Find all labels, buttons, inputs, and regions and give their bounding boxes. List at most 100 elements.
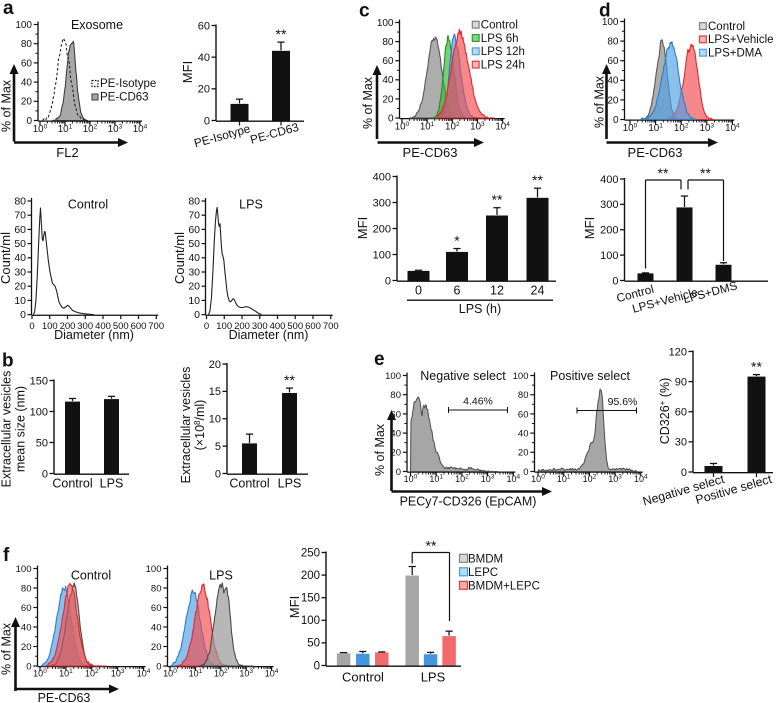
- svg-text:mean size (nm): mean size (nm): [14, 386, 28, 472]
- svg-text:LPS 24h: LPS 24h: [481, 59, 525, 71]
- svg-text:Extracellular vesicles: Extracellular vesicles: [179, 367, 193, 484]
- svg-text:0: 0: [612, 275, 618, 287]
- svg-text:LPS: LPS: [100, 477, 124, 491]
- svg-text:LPS+Vehicle: LPS+Vehicle: [708, 34, 774, 46]
- svg-text:Diameter (nm): Diameter (nm): [54, 328, 134, 342]
- svg-text:c: c: [359, 1, 370, 22]
- svg-text:f: f: [3, 545, 10, 566]
- svg-text:40: 40: [518, 429, 529, 440]
- svg-text:200: 200: [234, 321, 250, 332]
- svg-text:Control: Control: [229, 477, 269, 491]
- svg-text:100: 100: [301, 615, 320, 627]
- svg-text:20: 20: [382, 94, 394, 105]
- svg-text:250: 250: [301, 547, 320, 559]
- svg-text:60: 60: [151, 603, 162, 614]
- svg-text:20: 20: [21, 97, 33, 108]
- svg-text:60: 60: [390, 409, 401, 420]
- svg-text:700: 700: [148, 321, 164, 332]
- svg-text:60: 60: [607, 56, 619, 67]
- svg-text:0: 0: [385, 275, 391, 287]
- svg-text:104: 104: [506, 474, 520, 484]
- svg-text:40: 40: [188, 252, 200, 264]
- svg-text:LPS: LPS: [239, 198, 263, 212]
- svg-text:PE-Isotype: PE-Isotype: [100, 78, 156, 90]
- svg-text:101: 101: [420, 121, 435, 133]
- svg-text:MFI: MFI: [180, 61, 195, 83]
- svg-text:PE-CD63: PE-CD63: [38, 691, 91, 703]
- svg-text:**: **: [700, 165, 711, 181]
- svg-text:0: 0: [314, 660, 320, 672]
- svg-text:0: 0: [415, 284, 422, 298]
- svg-text:101: 101: [557, 474, 571, 484]
- svg-text:MFI: MFI: [287, 596, 302, 618]
- svg-text:80: 80: [607, 37, 619, 48]
- svg-text:30: 30: [675, 437, 687, 449]
- svg-text:CD326+ (%): CD326+ (%): [658, 378, 672, 445]
- svg-text:101: 101: [648, 122, 663, 134]
- svg-text:102: 102: [583, 474, 597, 484]
- svg-text:LPS 6h: LPS 6h: [481, 33, 519, 45]
- svg-text:MFI: MFI: [582, 217, 597, 239]
- svg-text:200: 200: [600, 225, 618, 237]
- svg-text:100: 100: [33, 123, 48, 135]
- svg-text:d: d: [599, 1, 611, 22]
- svg-text:% of Max: % of Max: [0, 79, 14, 132]
- svg-text:6: 6: [454, 284, 461, 298]
- svg-text:% of Max: % of Max: [0, 622, 14, 675]
- svg-text:60: 60: [21, 603, 32, 614]
- svg-text:102: 102: [674, 122, 689, 134]
- svg-text:(×108/ml): (×108/ml): [193, 400, 207, 451]
- svg-text:**: **: [751, 359, 762, 375]
- svg-text:200: 200: [373, 223, 391, 235]
- svg-text:Control: Control: [68, 198, 108, 212]
- svg-text:e: e: [374, 349, 385, 370]
- svg-text:0: 0: [42, 468, 48, 480]
- svg-text:**: **: [276, 26, 287, 42]
- svg-text:LPS+DMA: LPS+DMA: [708, 48, 762, 60]
- svg-text:0: 0: [26, 116, 32, 127]
- svg-text:80: 80: [382, 37, 394, 48]
- svg-text:100: 100: [30, 406, 48, 418]
- svg-text:104: 104: [634, 474, 648, 484]
- svg-text:150: 150: [30, 375, 48, 387]
- svg-text:300: 300: [373, 197, 391, 209]
- svg-text:20: 20: [14, 281, 26, 293]
- svg-text:50: 50: [307, 638, 320, 650]
- svg-text:100: 100: [16, 564, 32, 575]
- svg-text:400: 400: [373, 171, 391, 183]
- svg-text:LPS: LPS: [209, 569, 233, 583]
- svg-text:102: 102: [83, 123, 98, 135]
- svg-text:% of Max: % of Max: [373, 423, 387, 476]
- svg-text:Negative select: Negative select: [420, 369, 506, 383]
- svg-text:100: 100: [531, 474, 545, 484]
- svg-text:0: 0: [20, 309, 26, 321]
- svg-text:103: 103: [481, 474, 495, 484]
- svg-text:BMDM: BMDM: [468, 554, 503, 566]
- svg-text:80: 80: [518, 390, 529, 401]
- svg-text:MFI: MFI: [355, 217, 370, 239]
- svg-text:70: 70: [14, 210, 26, 222]
- svg-text:50: 50: [36, 437, 48, 449]
- svg-text:BMDM+LEPC: BMDM+LEPC: [468, 581, 540, 593]
- svg-text:**: **: [284, 372, 295, 388]
- svg-text:150: 150: [301, 593, 320, 605]
- svg-text:% of Max: % of Max: [361, 76, 375, 129]
- svg-text:102: 102: [85, 668, 99, 678]
- svg-text:20: 20: [209, 359, 221, 371]
- svg-text:60: 60: [188, 224, 200, 236]
- svg-text:0: 0: [204, 115, 210, 127]
- svg-text:120: 120: [669, 346, 687, 358]
- svg-text:40: 40: [607, 76, 619, 87]
- svg-text:0: 0: [204, 321, 209, 332]
- svg-text:100: 100: [373, 249, 391, 261]
- svg-text:100: 100: [600, 250, 618, 262]
- svg-text:*: *: [454, 233, 460, 249]
- svg-text:20: 20: [390, 448, 401, 459]
- svg-text:10: 10: [209, 414, 221, 426]
- svg-text:100: 100: [146, 564, 162, 575]
- svg-text:LPS: LPS: [278, 477, 302, 491]
- svg-text:10: 10: [14, 295, 26, 307]
- svg-text:b: b: [2, 351, 14, 372]
- svg-text:12: 12: [490, 284, 504, 298]
- svg-text:0: 0: [388, 113, 394, 124]
